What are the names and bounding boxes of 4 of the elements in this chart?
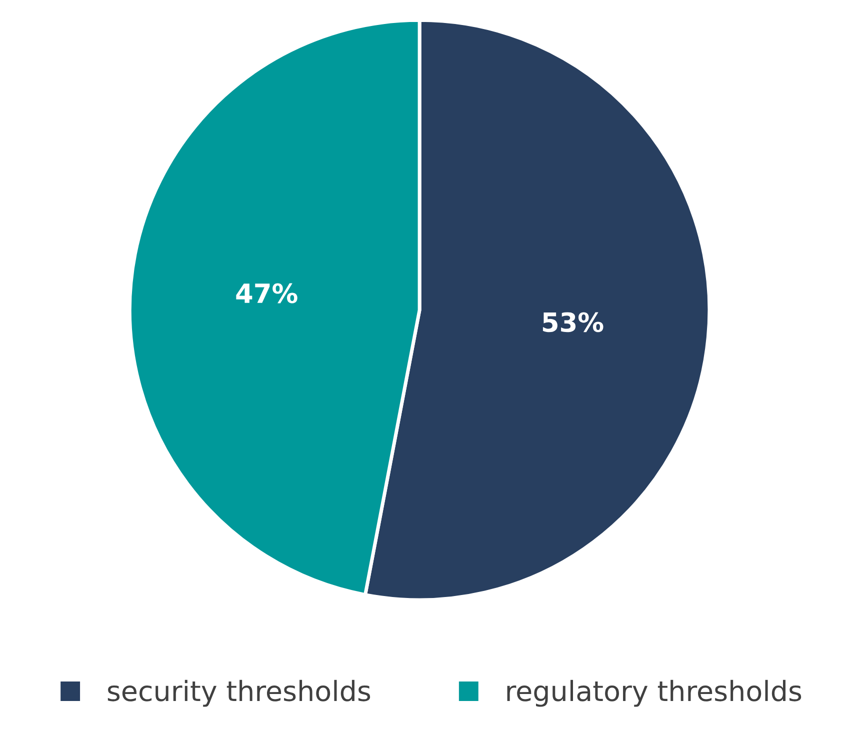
legend-label: regulatory thresholds (507, 680, 802, 707)
legend-label: security thresholds (108, 680, 370, 707)
data-label: 47% (236, 283, 298, 304)
data-label: 53% (542, 312, 604, 332)
